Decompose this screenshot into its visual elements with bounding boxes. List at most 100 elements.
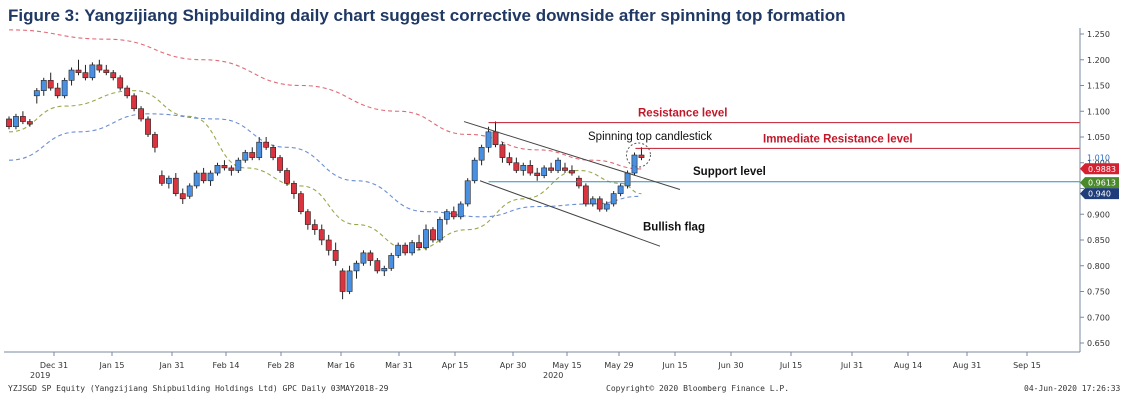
candle: [13, 113, 19, 130]
price-tag-green: 0.9613: [1080, 177, 1119, 189]
candle-up: [631, 154, 638, 174]
candle: [548, 162, 554, 174]
candle: [270, 144, 276, 161]
candle: [603, 201, 610, 212]
candle: [256, 137, 263, 161]
x-tick-label: Aug 14: [894, 361, 922, 370]
y-tick-label: 1.100: [1087, 107, 1110, 116]
candle-down: [103, 69, 110, 73]
footer-copyright: Copyright© 2020 Bloomberg Finance L.P.: [606, 384, 790, 393]
candle-up: [520, 165, 527, 171]
candle-up: [589, 198, 596, 205]
price-tag-box: [1080, 188, 1119, 200]
x-tick-label: Mar 16: [327, 361, 355, 370]
y-tick-label: 0.900: [1087, 210, 1110, 219]
candle-down: [110, 72, 117, 79]
candle-up: [485, 131, 492, 148]
candle: [430, 227, 436, 243]
candle-up: [464, 180, 471, 205]
candle: [339, 268, 346, 300]
candle-down: [492, 131, 499, 146]
candle: [47, 72, 54, 91]
x-tick-label: Jul 31: [840, 361, 863, 370]
x-tick-label: Jan 15: [98, 361, 124, 370]
x-tick-label: Sep 15: [1013, 361, 1041, 370]
candle: [96, 59, 103, 73]
candle-down: [117, 77, 124, 89]
moving-average-short: [8, 90, 642, 251]
price-tag-price: 1.010: [1087, 154, 1110, 163]
candle: [103, 64, 110, 76]
candle: [485, 126, 492, 153]
annotations: Resistance level Immediate Resistance lev…: [463, 108, 1080, 247]
candle-down: [367, 252, 374, 261]
x-tick-label: Aug 31: [953, 361, 981, 370]
candle-up: [541, 167, 548, 176]
candle-up: [68, 69, 75, 81]
candle-down: [325, 239, 332, 251]
candle-up: [610, 193, 617, 205]
candle-down: [548, 167, 554, 171]
candle-down: [430, 229, 436, 241]
candle: [617, 183, 624, 197]
candle-up: [471, 159, 478, 182]
candle: [193, 170, 200, 189]
candle: [638, 147, 645, 161]
candle: [450, 206, 457, 220]
x-tick-label: Apr 15: [442, 361, 469, 370]
candle-down: [75, 69, 82, 73]
candle-up: [235, 159, 242, 171]
candle: [582, 183, 589, 207]
candle-down: [513, 162, 520, 171]
candle-down: [304, 211, 311, 225]
candle-down: [131, 95, 137, 109]
x-tick-label: May 29: [604, 361, 633, 370]
candle-down: [138, 108, 144, 120]
candle-down: [332, 250, 339, 261]
candle: [457, 201, 464, 220]
candle: [304, 209, 311, 230]
candle-up: [89, 64, 96, 79]
candle-down: [291, 183, 297, 194]
candle-down: [6, 118, 12, 127]
candle-down: [159, 175, 165, 184]
spinning-top-marker: [625, 142, 651, 168]
price-tag-red: 0.9883: [1080, 163, 1119, 175]
candle: [562, 162, 568, 174]
chart-title: Figure 3: Yangzijiang Shipbuilding daily…: [8, 6, 846, 25]
candle-down: [277, 157, 283, 171]
y-tick-label: 0.650: [1087, 339, 1110, 348]
moving-average-long: [8, 29, 642, 170]
candle: [214, 162, 221, 176]
candle-up: [395, 244, 402, 256]
candle-down: [145, 118, 151, 135]
candle-down: [374, 260, 381, 272]
candle: [82, 64, 89, 81]
y-tick-label: 1.250: [1087, 30, 1110, 39]
year-label: 2020: [543, 371, 563, 380]
candle: [520, 162, 527, 176]
axes: 1.2501.2001.1501.1001.0501.0000.9500.900…: [4, 28, 1119, 380]
candle: [527, 160, 534, 176]
candle: [75, 59, 82, 76]
candle-up: [423, 229, 429, 249]
candle: [596, 196, 603, 212]
candle-up: [624, 172, 631, 187]
candle-down: [263, 141, 270, 148]
resistance-label: Resistance level: [638, 108, 728, 120]
candle: [145, 116, 151, 137]
price-tag-box: [1080, 163, 1119, 175]
x-tick-label: Mar 31: [385, 361, 413, 370]
price-tag-label: 0.940: [1088, 190, 1111, 199]
candle: [33, 88, 40, 104]
candle: [409, 240, 415, 256]
candle: [152, 131, 158, 153]
year-label: 2019: [30, 371, 50, 380]
candle: [610, 191, 617, 207]
candle-down: [179, 193, 186, 200]
candle: [179, 188, 186, 204]
y-tick-label: 1.000: [1087, 159, 1110, 168]
candle-down: [96, 64, 103, 71]
candle-down: [221, 165, 228, 169]
